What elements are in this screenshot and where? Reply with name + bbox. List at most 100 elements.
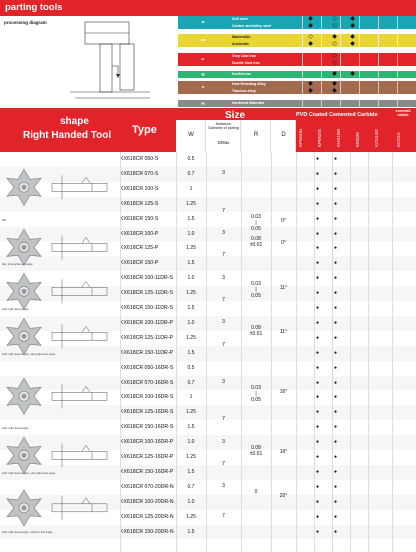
availability-dot: ● (334, 230, 338, 237)
availability-dot: ● (316, 349, 320, 356)
material-mark: ◆ (350, 22, 355, 29)
r-cell: 0.03 | 0.05 (251, 213, 261, 232)
availability-dot: ● (334, 185, 338, 192)
type-cell: KX618CR 125-S (120, 200, 159, 207)
availability-dot: ● (334, 170, 338, 177)
insert-drawing (6, 272, 108, 311)
d-header-cell: D (271, 120, 296, 152)
material-row: Hardened Materials H (178, 100, 416, 107)
material-mark: ◆ (332, 81, 337, 87)
material-mark: ◆ (350, 34, 355, 40)
r-cell: 0.03 | 0.05 (251, 280, 261, 299)
column-separator (296, 152, 297, 552)
tool-illustration: with right lead angle, strengthened edge (0, 316, 120, 361)
table-header: shape Right Handed Tool Type Size PVD Co… (0, 108, 416, 152)
d-cell: 20° (279, 493, 288, 500)
material-name: Martensitic (232, 35, 251, 39)
table-row: KX618CR 125-16DR-S 1.25 ● ● (0, 405, 416, 421)
material-mark: ◆ (308, 87, 313, 94)
column-separator (392, 152, 393, 552)
cemented-heading: cemented carbide (395, 109, 411, 117)
tool-illustration: with right lead angle (0, 271, 120, 316)
availability-dot: ● (334, 379, 338, 386)
w-cell: 1.25 (186, 454, 196, 460)
availability-dot: ● (334, 215, 338, 222)
type-cell: KX618CR 150-20DR-N (120, 528, 174, 535)
table-row: KX618CR 100-16DR-P 1.0 ● ● (0, 435, 416, 450)
r-cell: 0 (254, 489, 258, 496)
material-row: Nonferrous ◆ ◆ N (178, 71, 416, 78)
availability-dot: ● (316, 468, 320, 475)
material-mark: ◇ (332, 53, 337, 59)
w-cell: 1.25 (186, 513, 196, 520)
column-separator (241, 152, 242, 552)
grade-heading: KCN10 (396, 132, 401, 147)
w-cell: 1.5 (187, 424, 195, 431)
material-code: H (201, 101, 205, 106)
table-row: KX618CR 150-S 1.5 ● ● (0, 212, 416, 227)
w-cell: 1.0 (187, 319, 195, 326)
w-cell: 1.25 (186, 200, 196, 207)
availability-dot: ● (334, 439, 338, 446)
availability-dot: ● (316, 185, 320, 192)
availability-dot: ● (316, 498, 320, 505)
type-cell: KX618CR 150-11DR-S (120, 305, 173, 311)
availability-dot: ● (334, 319, 338, 326)
material-mark: ◆ (332, 71, 337, 77)
grade-heading: KCN10D (374, 129, 379, 147)
material-mark: ◇ (332, 22, 337, 29)
availability-dot: ● (316, 424, 320, 431)
material-row: Ductile Cast iron ◇ (178, 59, 416, 66)
column-separator (120, 152, 121, 552)
availability-dot: ● (316, 260, 320, 267)
material-name: Austenitic (232, 41, 249, 46)
table-row: KX618CR 050-S 0.5 ● ● (0, 152, 416, 167)
r-cell: 0.08 ±0.01 (249, 235, 263, 248)
d-cell: 11° (279, 329, 288, 336)
material-name: Heat Resisting Alloy (232, 82, 266, 86)
table-row: KX618CR 070-S 0.7 ● ● (0, 166, 416, 182)
w-cell: 1.25 (186, 245, 196, 252)
tool-illustration: flat, strengthened edge (0, 227, 120, 272)
w-cell: 1.5 (187, 260, 195, 267)
tool-illustration: with right lead angle, without flat edge (0, 480, 120, 540)
table-row: KX618CR 125-11DR-P 1.25 ● ● (0, 331, 416, 346)
material-mark: ◆ (332, 87, 337, 94)
tool-caption: with right lead angle, without flat edge (2, 530, 53, 535)
table-row: KX618CR 150-16DR-P 1.5 ● ● (0, 464, 416, 480)
availability-dot: ● (316, 409, 320, 416)
material-mark: ◇ (308, 34, 313, 40)
type-cell: KX618CR 100-11DR-S (120, 275, 173, 282)
d-cell: 16° (279, 388, 288, 395)
d-cell: 16° (279, 448, 288, 455)
dmax-cell: 7 (222, 513, 225, 520)
r-cell: 0.08 ±0.01 (249, 325, 263, 338)
table-row: KX618CR 100-11DR-P 1.0 ● ● (0, 315, 416, 331)
right-handed-heading: Right Handed Tool (23, 130, 112, 141)
availability-dot: ● (334, 200, 338, 207)
dmax-cell: 3 (222, 319, 225, 326)
w-cell: 1.0 (187, 439, 195, 446)
material-name: Ductile Cast iron (232, 60, 260, 65)
w-cell: 0.7 (187, 483, 195, 490)
type-cell: KX618CR 125-P (120, 245, 159, 252)
type-cell: KX618CR 150-11DR-P (120, 349, 173, 356)
table-row: KX618CR 070-20DR-N 0.7 ● ● (0, 480, 416, 495)
availability-dot: ● (316, 528, 320, 535)
availability-dot: ● (334, 498, 338, 505)
availability-dot: ● (316, 379, 320, 386)
insert-drawing (6, 436, 108, 475)
diagram-label: processing diagram (4, 20, 47, 25)
w-cell: 1.0 (187, 275, 195, 282)
availability-dot: ● (334, 290, 338, 297)
table-row: KX618CR 125-16DR-P 1.25 ● ● (0, 450, 416, 465)
material-mark: ◆ (350, 40, 355, 47)
material-name: Titanium Alloy (232, 88, 256, 93)
material-mark: ◇ (332, 40, 337, 47)
dmax-cell: 3 (222, 483, 225, 490)
type-cell: KX618CR 050-16DR-S (120, 364, 174, 371)
material-mark: ◆ (308, 81, 313, 87)
type-cell: KX618CR 125-20DR-N (120, 513, 174, 520)
availability-dot: ● (316, 230, 320, 237)
